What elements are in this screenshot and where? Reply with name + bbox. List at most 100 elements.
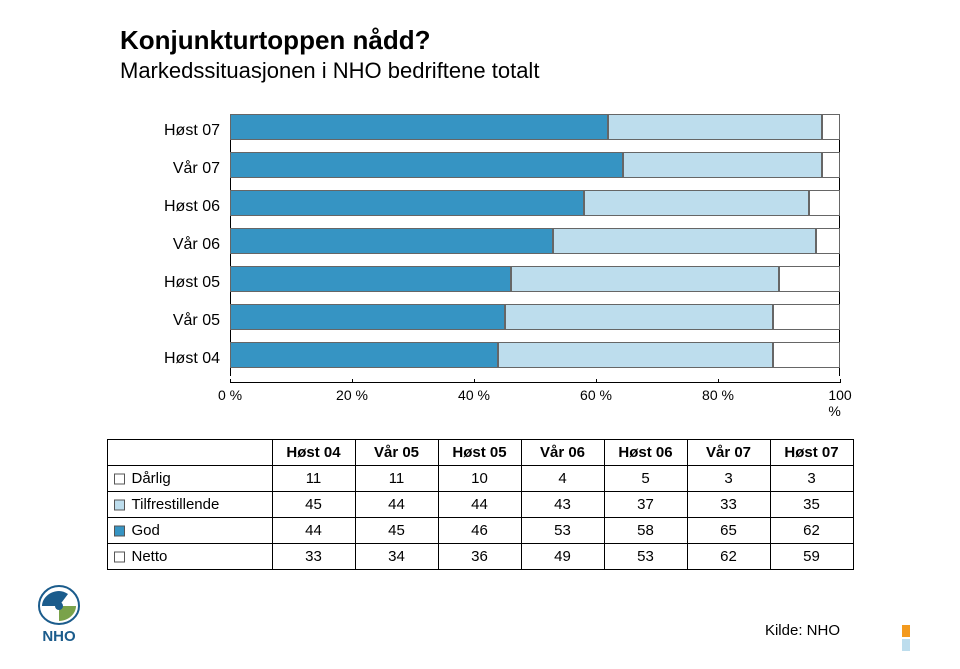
chart-row-label: Høst 06 xyxy=(120,198,230,216)
chart-row: Høst 06 xyxy=(120,190,840,224)
nho-logo: NHO xyxy=(30,584,88,649)
chart-subtitle: Markedssituasjonen i NHO bedriftene tota… xyxy=(120,58,900,84)
source-label: Kilde: NHO xyxy=(765,622,840,639)
table-row: Tilfrestillende45444443373335 xyxy=(107,492,853,518)
x-tick-mark xyxy=(596,379,597,383)
chart-row-plot xyxy=(230,304,840,338)
chart-row-plot xyxy=(230,190,840,224)
chart-row-label: Vår 07 xyxy=(120,160,230,178)
table-cell: 11 xyxy=(355,466,438,492)
table-row-label: Netto xyxy=(107,544,272,570)
bar-segment-tilfrestillende xyxy=(511,266,779,292)
table-cell: 44 xyxy=(355,492,438,518)
table-row: Netto 33343649536259 xyxy=(107,544,853,570)
legend-swatch xyxy=(114,525,125,536)
table-cell: 5 xyxy=(604,466,687,492)
x-tick-label: 60 % xyxy=(580,387,612,403)
chart-row: Vår 07 xyxy=(120,152,840,186)
bar-segment-tilfrestillende xyxy=(505,304,773,330)
chart-area: Høst 07Vår 07Høst 06Vår 06Høst 05Vår 05H… xyxy=(120,114,840,409)
legend-swatch xyxy=(114,473,125,484)
bars-container: Høst 07Vår 07Høst 06Vår 06Høst 05Vår 05H… xyxy=(120,114,840,376)
chart-row: Høst 05 xyxy=(120,266,840,300)
chart-row: Høst 04 xyxy=(120,342,840,376)
x-tick-label: 0 % xyxy=(218,387,242,403)
table-cell: 37 xyxy=(604,492,687,518)
chart-row-label: Høst 05 xyxy=(120,274,230,292)
bar-segment-god xyxy=(230,342,498,368)
bar-track xyxy=(230,342,840,368)
logo-text: NHO xyxy=(42,628,76,644)
chart-row: Vår 05 xyxy=(120,304,840,338)
table-cell: 36 xyxy=(438,544,521,570)
table-row-label-text: God xyxy=(132,522,160,539)
table-cell: 45 xyxy=(355,518,438,544)
table-cell: 65 xyxy=(687,518,770,544)
table-cell: 44 xyxy=(272,518,355,544)
table-cell: 4 xyxy=(521,466,604,492)
table-col-header: Høst 06 xyxy=(604,440,687,466)
chart-title: Konjunkturtoppen nådd? xyxy=(120,25,900,56)
table-cell: 49 xyxy=(521,544,604,570)
x-axis: 0 %20 %40 %60 %80 %100 % xyxy=(120,382,840,409)
table-cell: 44 xyxy=(438,492,521,518)
table-cell: 3 xyxy=(687,466,770,492)
table-cell: 35 xyxy=(770,492,853,518)
table-col-header: Høst 04 xyxy=(272,440,355,466)
bar-segment-darlig xyxy=(822,152,840,178)
table-cell: 62 xyxy=(687,544,770,570)
chart-row: Vår 06 xyxy=(120,228,840,262)
bar-track xyxy=(230,114,840,140)
bar-segment-god xyxy=(230,228,553,254)
chart-row-plot xyxy=(230,228,840,262)
table-cell: 43 xyxy=(521,492,604,518)
x-tick-label: 40 % xyxy=(458,387,490,403)
table-cell: 34 xyxy=(355,544,438,570)
chart-row-plot xyxy=(230,342,840,376)
x-tick-label: 20 % xyxy=(336,387,368,403)
table-cell: 33 xyxy=(272,544,355,570)
table-cell: 59 xyxy=(770,544,853,570)
chart-row-label: Høst 04 xyxy=(120,350,230,368)
chart-row-label: Vår 05 xyxy=(120,312,230,330)
bar-segment-god xyxy=(230,114,608,140)
bar-track xyxy=(230,190,840,216)
table-row-label: Tilfrestillende xyxy=(107,492,272,518)
table-row: God44454653586562 xyxy=(107,518,853,544)
x-tick-mark xyxy=(840,379,841,383)
table-row-label-text: Netto xyxy=(132,548,168,565)
table-row-label: God xyxy=(107,518,272,544)
table-cell: 53 xyxy=(521,518,604,544)
bar-segment-tilfrestillende xyxy=(608,114,822,140)
chart-row-plot xyxy=(230,114,840,148)
bar-segment-god xyxy=(230,266,511,292)
table-row-label-text: Dårlig xyxy=(132,470,171,487)
table-corner-cell xyxy=(107,440,272,466)
table-row: Dårlig1111104533 xyxy=(107,466,853,492)
chart-row-plot xyxy=(230,152,840,186)
data-table: Høst 04Vår 05Høst 05Vår 06Høst 06Vår 07H… xyxy=(107,439,854,570)
bar-track xyxy=(230,228,840,254)
legend-swatch xyxy=(114,551,125,562)
x-tick-mark xyxy=(474,379,475,383)
bar-segment-tilfrestillende xyxy=(584,190,810,216)
table-cell: 62 xyxy=(770,518,853,544)
axis-plot: 0 %20 %40 %60 %80 %100 % xyxy=(230,382,840,409)
table-cell: 10 xyxy=(438,466,521,492)
bar-segment-tilfrestillende xyxy=(553,228,815,254)
bar-segment-god xyxy=(230,190,584,216)
bar-segment-darlig xyxy=(816,228,840,254)
table-col-header: Høst 07 xyxy=(770,440,853,466)
bar-segment-tilfrestillende xyxy=(498,342,773,368)
table-row-label: Dårlig xyxy=(107,466,272,492)
table-cell: 53 xyxy=(604,544,687,570)
table-col-header: Høst 05 xyxy=(438,440,521,466)
table-body: Dårlig1111104533Tilfrestillende454444433… xyxy=(107,466,853,570)
accent-decoration xyxy=(902,625,910,651)
legend-swatch xyxy=(114,499,125,510)
bar-segment-darlig xyxy=(822,114,840,140)
table-cell: 3 xyxy=(770,466,853,492)
bar-track xyxy=(230,266,840,292)
table-col-header: Vår 07 xyxy=(687,440,770,466)
x-tick-mark xyxy=(230,379,231,383)
